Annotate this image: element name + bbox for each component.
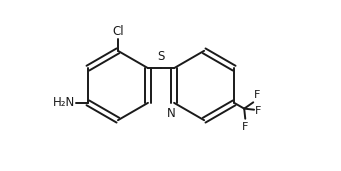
Text: H₂N: H₂N bbox=[53, 96, 75, 109]
Text: F: F bbox=[255, 106, 262, 116]
Text: F: F bbox=[242, 122, 249, 132]
Text: S: S bbox=[157, 50, 165, 63]
Text: Cl: Cl bbox=[112, 25, 124, 38]
Text: F: F bbox=[254, 90, 261, 100]
Text: N: N bbox=[167, 107, 176, 120]
